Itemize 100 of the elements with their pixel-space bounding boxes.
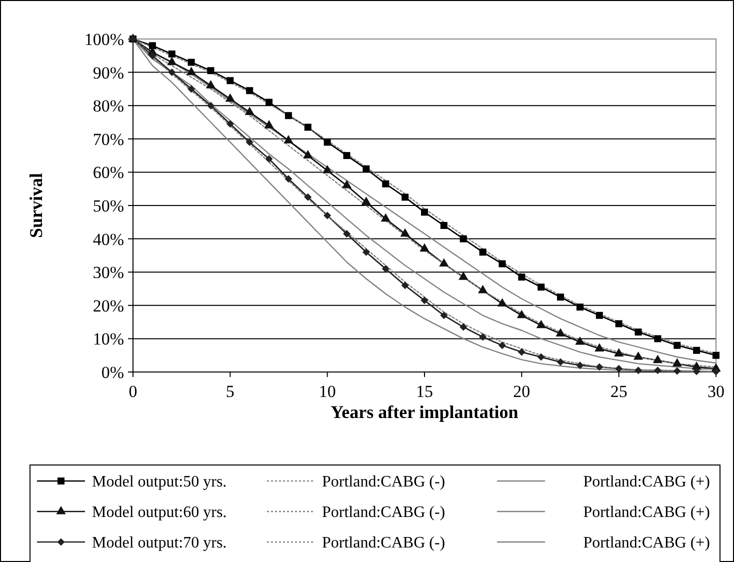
point <box>421 208 428 216</box>
point <box>596 363 604 371</box>
x-tick-label: 5 <box>226 382 234 401</box>
y-tick-label: 60% <box>92 163 124 182</box>
point <box>575 336 585 345</box>
point <box>284 175 292 183</box>
point <box>460 235 467 242</box>
point <box>654 366 662 374</box>
point <box>244 106 254 116</box>
point <box>633 351 644 360</box>
legend-label: Model output:50 yrs. <box>92 474 227 491</box>
x-tick-label: 0 <box>128 382 138 401</box>
point <box>226 120 234 128</box>
point <box>614 348 624 356</box>
point <box>246 87 254 94</box>
y-tick-label: 50% <box>92 196 124 216</box>
legend-label: Model output:70 yrs. <box>92 534 227 552</box>
point <box>380 213 390 222</box>
point <box>168 50 176 58</box>
legend-label: Portland:CABG (+) <box>583 534 710 552</box>
point <box>652 354 663 364</box>
point <box>343 152 350 160</box>
y-tick-label: 90% <box>92 63 124 82</box>
point <box>303 150 313 158</box>
legend-label: Portland:CABG (+) <box>583 474 710 491</box>
point <box>402 194 409 201</box>
point <box>361 196 372 205</box>
point <box>148 42 156 50</box>
point <box>440 312 448 320</box>
point <box>692 368 700 376</box>
point <box>615 364 623 372</box>
point <box>693 346 700 354</box>
point <box>420 243 430 252</box>
legend-label: Portland:CABG (-) <box>322 534 446 552</box>
point <box>576 362 584 370</box>
point <box>401 282 409 290</box>
point <box>634 328 642 336</box>
x-axis-title: Years after implantation <box>330 402 518 422</box>
point <box>498 260 506 268</box>
point <box>265 155 273 163</box>
y-tick-label: 0% <box>101 362 124 382</box>
point <box>206 80 216 88</box>
point <box>537 353 545 361</box>
point <box>400 228 410 237</box>
point <box>382 265 390 273</box>
point <box>479 333 487 341</box>
point <box>615 320 622 328</box>
point <box>536 320 546 328</box>
point <box>712 352 720 359</box>
x-tick-label: 25 <box>610 382 628 401</box>
point <box>304 124 312 131</box>
y-tick-label: 20% <box>92 296 124 316</box>
point <box>420 296 428 304</box>
point <box>264 120 274 128</box>
point <box>266 98 273 106</box>
point <box>518 274 526 281</box>
point <box>518 348 526 356</box>
point <box>188 85 196 93</box>
point <box>284 135 294 144</box>
point <box>556 328 566 336</box>
point <box>324 212 332 220</box>
x-tick-label: 30 <box>708 382 724 401</box>
point <box>498 342 506 350</box>
point <box>556 358 564 366</box>
point <box>304 193 312 201</box>
point <box>478 284 488 294</box>
legend-label: Model output:60 yrs. <box>92 504 227 522</box>
point <box>672 358 682 366</box>
point <box>382 180 390 188</box>
point <box>246 138 254 146</box>
point <box>324 138 331 146</box>
point <box>479 248 486 256</box>
point <box>594 343 604 352</box>
point <box>188 58 195 66</box>
y-tick-label: 100% <box>84 30 124 49</box>
legend-label: Portland:CABG (+) <box>583 504 710 522</box>
point <box>634 366 642 374</box>
y-tick-label: 30% <box>92 263 124 282</box>
point <box>225 93 235 102</box>
point <box>343 230 351 238</box>
point <box>362 165 370 172</box>
legend-label: Portland:CABG (-) <box>322 474 446 491</box>
point <box>557 294 564 301</box>
y-tick-label: 70% <box>92 130 124 149</box>
point <box>674 342 681 349</box>
point <box>497 298 508 307</box>
point <box>186 66 196 76</box>
point <box>440 222 448 229</box>
point <box>654 335 662 342</box>
point <box>516 310 526 318</box>
x-tick-label: 20 <box>513 382 530 401</box>
y-tick-label: 40% <box>92 230 124 249</box>
point <box>596 312 603 319</box>
point <box>342 180 352 188</box>
point <box>362 248 370 256</box>
point <box>460 323 468 331</box>
point <box>538 284 545 291</box>
point <box>226 77 234 84</box>
y-axis-title: Survival <box>26 172 46 238</box>
point <box>284 112 292 120</box>
